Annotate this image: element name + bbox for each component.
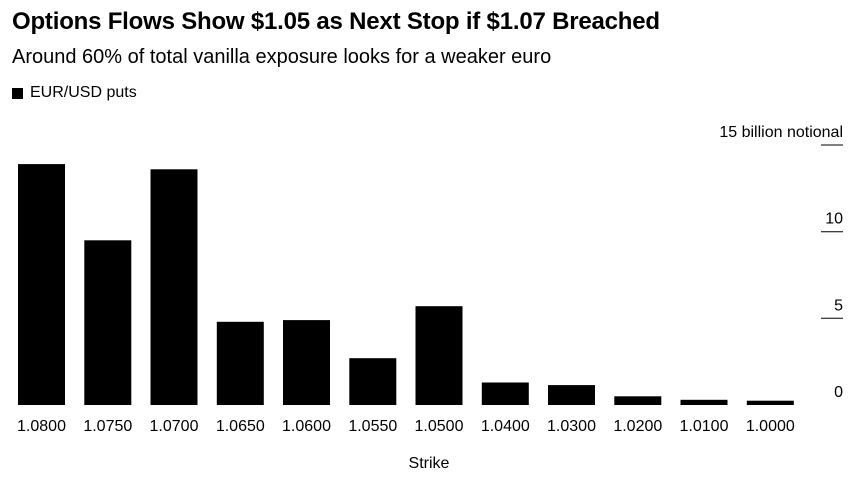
x-tick-label: 1.0000 (746, 418, 795, 435)
legend-label: EUR/USD puts (30, 84, 137, 101)
bar-1.0500 (415, 306, 463, 405)
bar-1.0800 (18, 164, 65, 405)
x-tick-label: 1.0750 (83, 418, 132, 435)
bar-1.0700 (150, 169, 198, 405)
bar-1.0600 (283, 320, 330, 405)
bar-1.0550 (349, 358, 397, 405)
bar-1.0000 (746, 400, 794, 405)
x-tick-label: 1.0600 (282, 418, 331, 435)
x-tick-labels: 1.0800 1.0750 1.0700 1.0650 1.0600 1.0550 1.05… (17, 418, 795, 435)
x-tick-label: 1.0100 (680, 418, 729, 435)
legend-swatch (12, 87, 23, 99)
x-tick-label: 1.0650 (216, 418, 265, 435)
y-axis: 0 5 10 15 billion notional (719, 124, 843, 401)
x-tick-label: 1.0550 (348, 418, 397, 435)
chart-title: Options Flows Show $1.05 as Next Stop if… (12, 8, 660, 35)
bar-1.0650 (216, 321, 264, 405)
x-tick-label: 1.0300 (547, 418, 596, 435)
bar-1.0400 (481, 382, 529, 405)
bar-1.0750 (84, 240, 132, 405)
bars-group (18, 164, 794, 405)
chart-legend: EUR/USD puts (12, 84, 137, 102)
x-tick-label: 1.0500 (415, 418, 464, 435)
y-tick-label: 10 (825, 211, 843, 228)
y-tick-label: 15 billion notional (719, 124, 843, 141)
x-tick-label: 1.0700 (150, 418, 199, 435)
y-tick-label: 5 (834, 297, 843, 314)
bar-1.0300 (548, 385, 595, 405)
bar-1.0100 (680, 399, 728, 405)
bar-1.0200 (614, 396, 662, 405)
x-tick-label: 1.0200 (613, 418, 662, 435)
x-axis-title: Strike (409, 455, 450, 472)
y-tick-label: 0 (834, 384, 843, 401)
chart-subtitle: Around 60% of total vanilla exposure loo… (12, 46, 552, 68)
x-tick-label: 1.0400 (481, 418, 530, 435)
x-tick-label: 1.0800 (17, 418, 66, 435)
